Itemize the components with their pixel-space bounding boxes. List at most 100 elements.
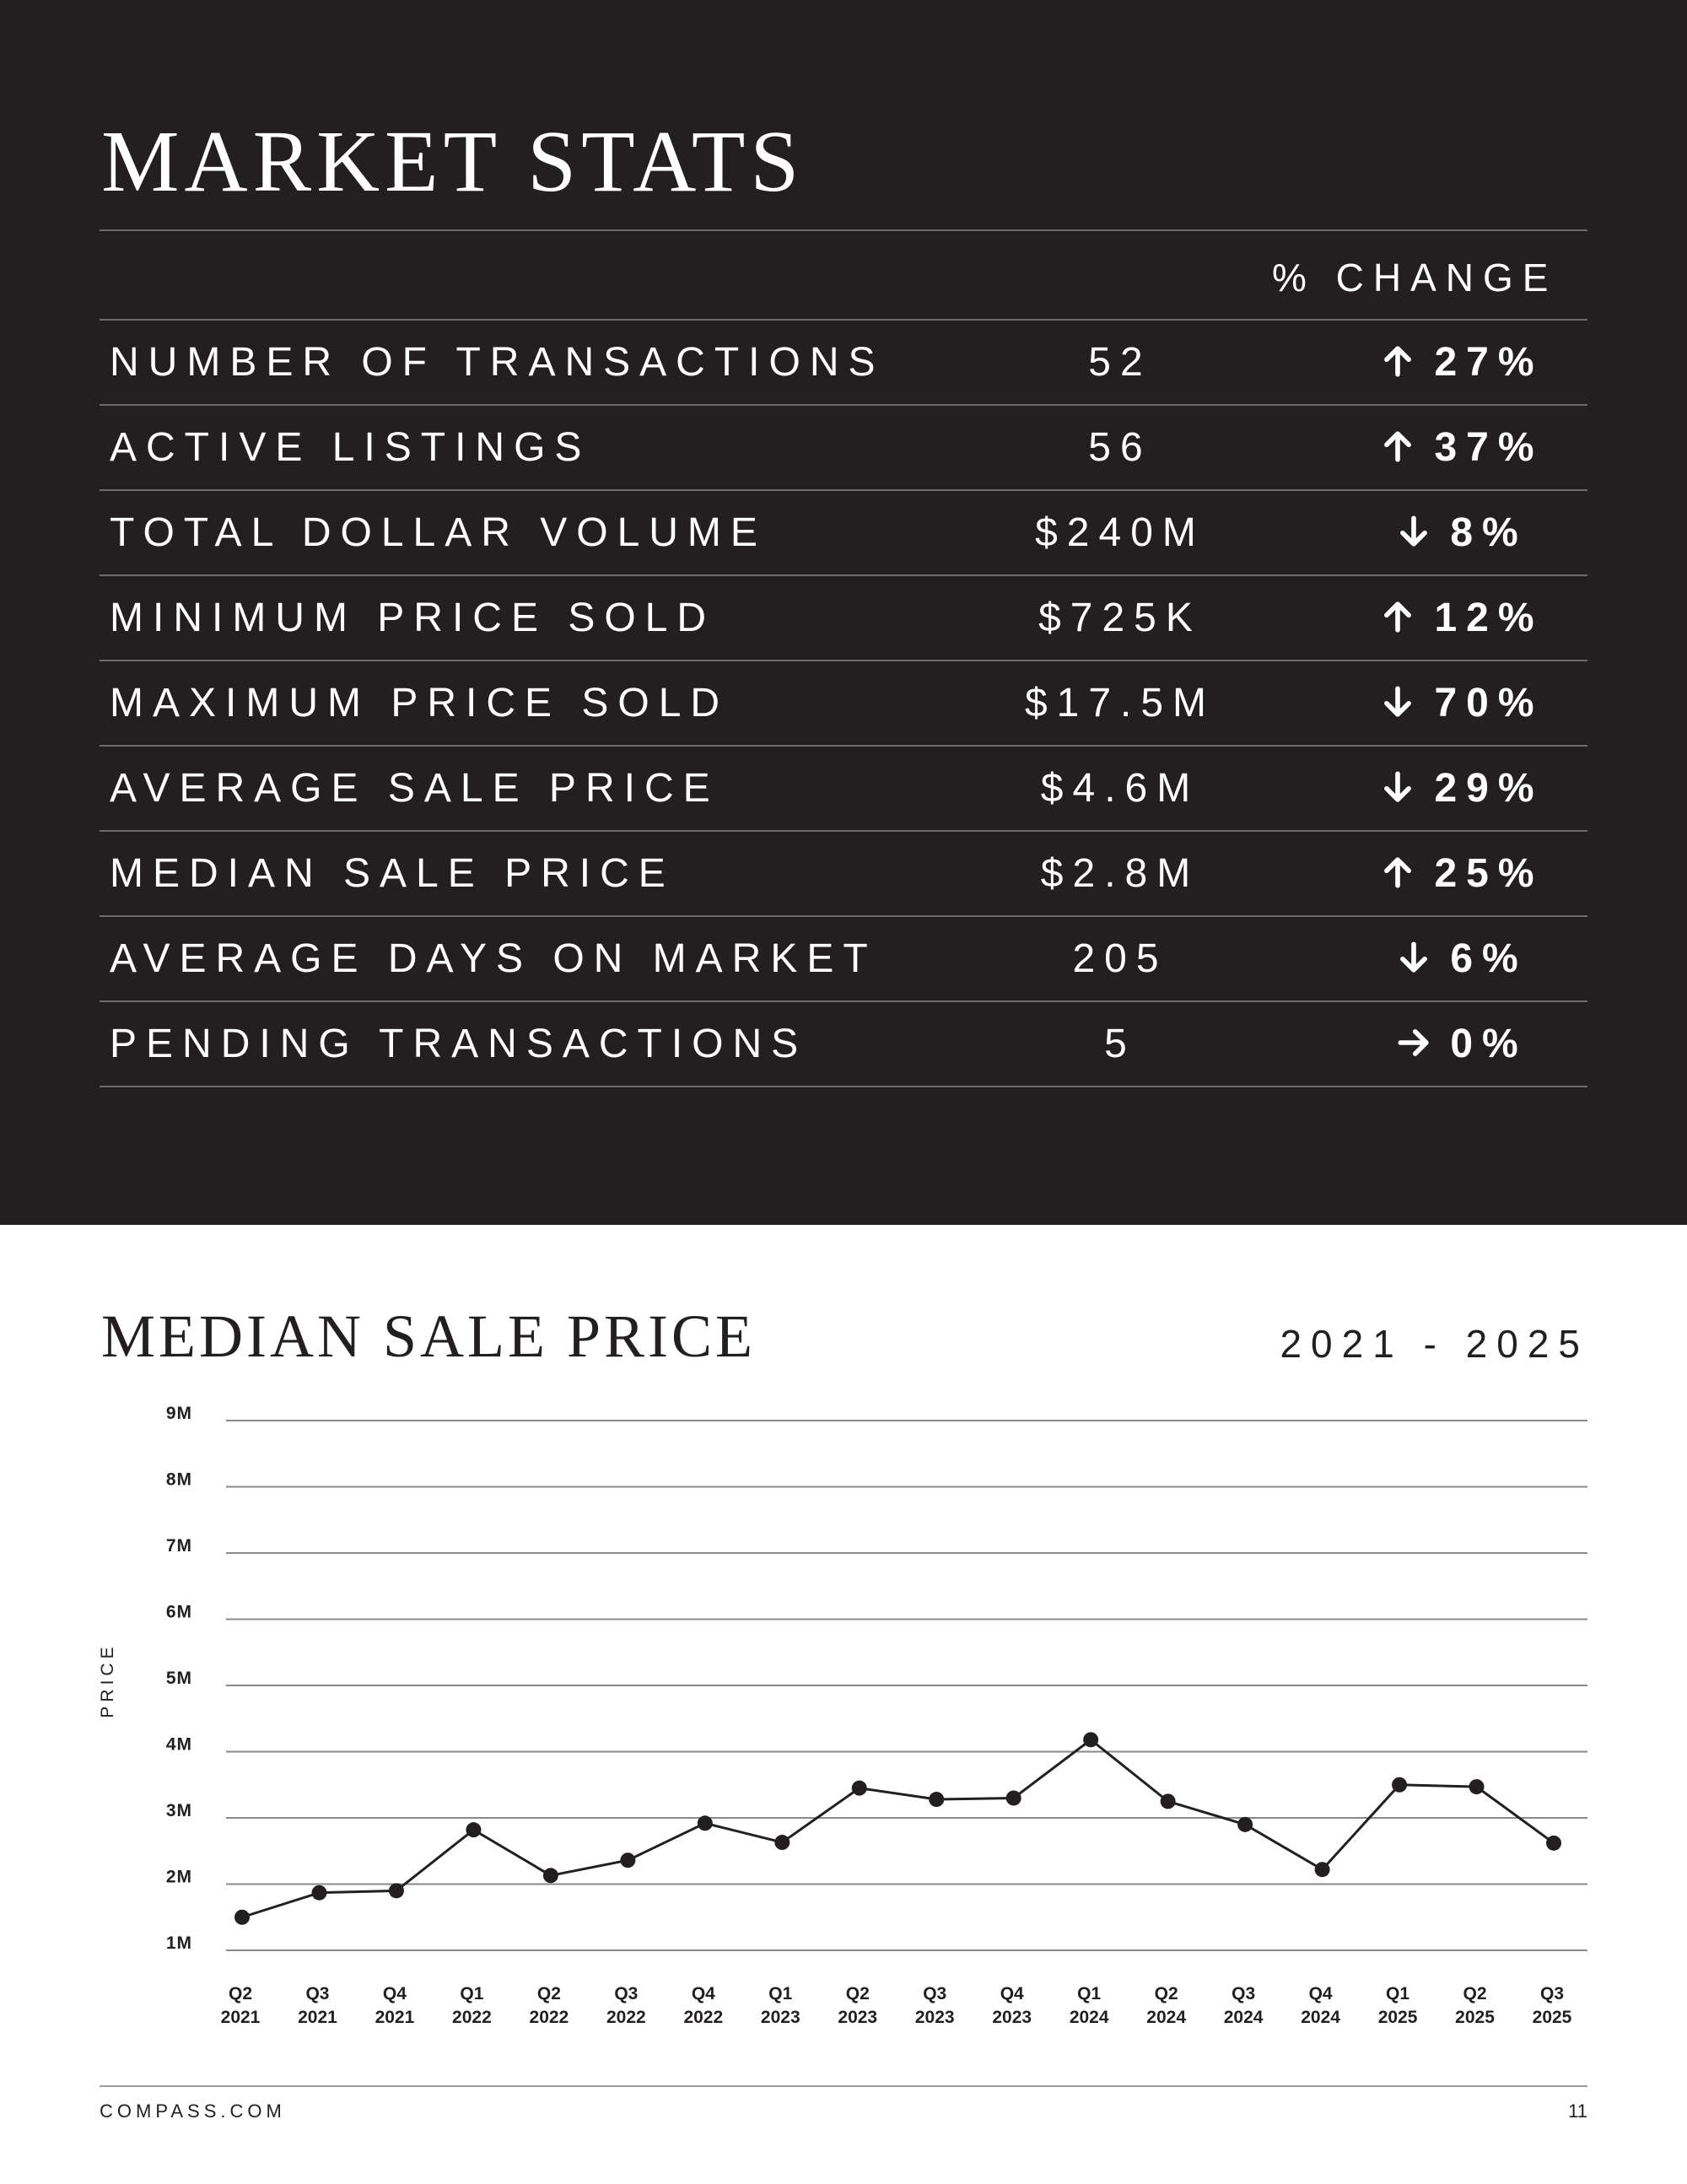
stat-change-percent: 12% bbox=[1434, 596, 1544, 640]
x-tick-label: 2025 bbox=[1533, 2008, 1572, 2027]
x-tick-label: Q3 bbox=[1232, 1984, 1255, 2003]
data-point bbox=[1160, 1793, 1176, 1809]
stats-header-row: % CHANGE bbox=[100, 229, 1587, 321]
x-tick-label: 2023 bbox=[915, 2008, 955, 2027]
x-tick-label: 2022 bbox=[452, 2008, 492, 2027]
x-tick-label: 2022 bbox=[606, 2008, 646, 2027]
data-point bbox=[1005, 1790, 1021, 1806]
market-stats-panel: MARKET STATS % CHANGE NUMBER OF TRANSACT… bbox=[0, 0, 1687, 1225]
data-point bbox=[311, 1885, 327, 1901]
x-tick-label: Q3 bbox=[614, 1984, 638, 2003]
market-stats-title: MARKET STATS bbox=[101, 113, 805, 210]
x-tick-label: 2023 bbox=[761, 2008, 800, 2027]
y-tick-label: 1M bbox=[166, 1933, 192, 1953]
x-tick-label: 2024 bbox=[1301, 2008, 1340, 2027]
series-line bbox=[241, 1738, 1555, 1919]
x-tick-label: 2021 bbox=[298, 2008, 337, 2027]
arrow-down-icon bbox=[1384, 686, 1412, 717]
arrow-up-icon bbox=[1384, 857, 1412, 888]
stats-row: AVERAGE DAYS ON MARKET 205 6% bbox=[100, 917, 1587, 1002]
chart-date-range: 2021 - 2025 bbox=[1280, 1322, 1589, 1366]
stat-change-percent: 27% bbox=[1434, 340, 1544, 385]
x-tick-label: Q4 bbox=[1309, 1984, 1333, 2003]
stat-change: 70% bbox=[1230, 661, 1687, 745]
x-tick-label: Q2 bbox=[846, 1984, 870, 2003]
x-tick-label: 2022 bbox=[530, 2008, 569, 2027]
arrow-up-icon bbox=[1384, 346, 1412, 377]
stat-change-percent: 25% bbox=[1434, 851, 1544, 896]
stat-change: 37% bbox=[1230, 406, 1687, 489]
arrow-right-icon bbox=[1398, 1029, 1429, 1057]
data-point bbox=[1237, 1816, 1253, 1832]
stat-value: $4.6M bbox=[1040, 766, 1200, 811]
stat-change: 8% bbox=[1230, 491, 1687, 574]
data-point bbox=[774, 1835, 790, 1851]
x-tick-label: 2024 bbox=[1224, 2008, 1264, 2027]
data-point bbox=[1469, 1779, 1485, 1795]
stat-change: 6% bbox=[1230, 917, 1687, 1000]
data-point bbox=[1314, 1862, 1330, 1878]
arrow-down-icon bbox=[1384, 771, 1412, 802]
stats-row: NUMBER OF TRANSACTIONS 52 27% bbox=[100, 321, 1587, 406]
data-point bbox=[1546, 1835, 1561, 1851]
data-point bbox=[697, 1815, 713, 1831]
stat-value: 52 bbox=[1088, 340, 1152, 385]
y-tick-label: 2M bbox=[166, 1868, 192, 1887]
stats-row: MAXIMUM PRICE SOLD $17.5M 70% bbox=[100, 661, 1587, 747]
stat-label: PENDING TRANSACTIONS bbox=[110, 1022, 808, 1066]
percent-change-header: % CHANGE bbox=[1272, 256, 1558, 299]
x-tick-label: Q1 bbox=[1077, 1984, 1101, 2003]
x-tick-label: 2022 bbox=[683, 2008, 723, 2027]
x-tick-label: Q2 bbox=[1463, 1984, 1487, 2003]
stat-label: TOTAL DOLLAR VOLUME bbox=[110, 510, 767, 555]
stats-row: ACTIVE LISTINGS 56 37% bbox=[100, 406, 1587, 491]
market-stats-table: % CHANGE NUMBER OF TRANSACTIONS 52 27% ACTI… bbox=[100, 229, 1587, 1087]
stat-change-percent: 70% bbox=[1434, 681, 1544, 725]
data-point bbox=[388, 1883, 404, 1899]
stat-value: $2.8M bbox=[1040, 851, 1200, 896]
stats-rows: NUMBER OF TRANSACTIONS 52 27% ACTIVE LISTIN… bbox=[100, 321, 1587, 1087]
x-tick-label: Q4 bbox=[692, 1984, 715, 2003]
data-point bbox=[542, 1868, 558, 1884]
y-tick-label: 4M bbox=[166, 1735, 192, 1755]
data-point bbox=[620, 1852, 636, 1869]
stat-change: 12% bbox=[1230, 576, 1687, 660]
footer-divider bbox=[100, 2085, 1587, 2087]
stats-row: PENDING TRANSACTIONS 5 0% bbox=[100, 1002, 1587, 1087]
stats-row: MINIMUM PRICE SOLD $725K 12% bbox=[100, 576, 1587, 661]
stat-label: NUMBER OF TRANSACTIONS bbox=[110, 340, 885, 385]
y-axis-label: PRICE bbox=[98, 1642, 117, 1718]
x-tick-label: 2025 bbox=[1455, 2008, 1495, 2027]
stat-label: ACTIVE LISTINGS bbox=[110, 425, 591, 470]
stat-value: 5 bbox=[1104, 1022, 1136, 1066]
data-point bbox=[929, 1792, 945, 1808]
x-tick-label: 2021 bbox=[375, 2008, 415, 2027]
stat-change: 0% bbox=[1230, 1002, 1687, 1086]
data-point bbox=[1083, 1732, 1099, 1748]
arrow-up-icon bbox=[1384, 431, 1412, 462]
chart-title: MEDIAN SALE PRICE bbox=[101, 1302, 757, 1370]
stat-change-percent: 0% bbox=[1450, 1022, 1528, 1066]
y-tick-label: 9M bbox=[166, 1404, 192, 1423]
stat-change-percent: 29% bbox=[1434, 766, 1544, 811]
stat-label: MEDIAN SALE PRICE bbox=[110, 851, 675, 896]
median-sale-price-chart: 1M 2M 3M 4M 5M 6M 7M 8M 9M PRICE Q2 2021 Q3 2021 Q4 202… bbox=[98, 1404, 1587, 2027]
x-tick-label: 2024 bbox=[1070, 2008, 1109, 2027]
x-tick-label: Q2 bbox=[229, 1984, 252, 2003]
stat-label: AVERAGE SALE PRICE bbox=[110, 766, 720, 811]
arrow-down-icon bbox=[1400, 941, 1428, 973]
y-tick-label: 3M bbox=[166, 1801, 192, 1820]
stat-value: $240M bbox=[1035, 510, 1205, 555]
x-tick-label: 2024 bbox=[1146, 2008, 1186, 2027]
x-tick-label: Q3 bbox=[305, 1984, 329, 2003]
x-tick-label: 2025 bbox=[1378, 2008, 1418, 2027]
data-point bbox=[851, 1780, 867, 1796]
y-tick-label: 7M bbox=[166, 1536, 192, 1556]
y-tick-label: 6M bbox=[166, 1603, 192, 1622]
x-tick-label: 2021 bbox=[221, 2008, 261, 2027]
footer-site: COMPASS.COM bbox=[100, 2100, 286, 2122]
y-tick-label: 8M bbox=[166, 1470, 192, 1490]
data-point bbox=[234, 1909, 250, 1925]
arrow-down-icon bbox=[1400, 515, 1428, 547]
x-tick-label: Q1 bbox=[768, 1984, 792, 2003]
